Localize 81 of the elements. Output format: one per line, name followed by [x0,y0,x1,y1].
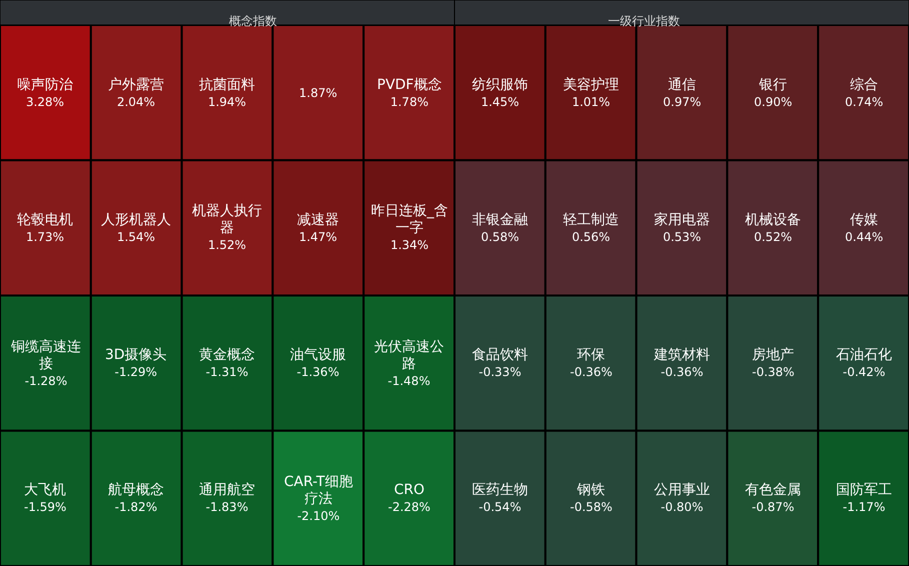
data-label: -1.83% [206,500,248,514]
category-label: 建筑材料 [653,347,710,363]
data-label: 1.52% [208,238,246,252]
data-label: -2.28% [388,500,430,514]
category-label: 航母概念 [108,482,164,498]
category-label: 传媒 [850,212,878,228]
category-label: 美容护理 [563,77,619,93]
category-label: 房地产 [752,347,794,363]
category-label: 有色金属 [745,482,801,498]
category-label: 机械设备 [745,212,801,228]
category-label: 医药生物 [472,482,528,498]
data-label: -0.36% [660,364,704,379]
category-label: 昨日连板_含一字 [371,203,448,236]
category-label: 通用航空 [199,482,255,498]
category-label: 轻工制造 [563,212,619,228]
data-label: -1.36% [296,364,340,379]
category-label: 大飞机 [24,482,66,498]
category-label: 钢铁 [576,482,606,498]
data-label: 1.45% [480,94,520,109]
data-label: 0.74% [845,94,884,109]
category-label: 3D摄像头 [105,347,167,363]
data-label: -0.33% [478,364,522,379]
data-label: -0.54% [478,500,522,514]
data-label: -1.31% [206,364,248,379]
category-label: CRO [394,482,424,498]
category-label: 食品饮料 [472,347,528,363]
category-label: 抗菌面料 [199,77,255,93]
data-label: 1.01% [572,94,610,109]
category-label: 油气设服 [290,347,346,363]
category-label: 噪声防治 [17,77,73,93]
data-label: 1.94% [208,94,246,109]
data-label: 0.58% [480,230,520,244]
category-label: 纺织服饰 [472,77,528,93]
category-label: CAR-T细胞疗法 [284,474,353,507]
data-label: 1.54% [116,230,156,244]
data-label: 0.44% [845,230,884,244]
data-label: 3.28% [26,94,64,109]
category-label: 户外露营 [108,77,164,93]
category-label: 人形机器人 [101,212,171,228]
category-label: 家用电器 [654,212,710,228]
text: 一级行业指数 [608,14,680,28]
data-label: -1.59% [24,500,66,514]
data-label: -0.38% [752,364,794,379]
category-label: 通信 [668,77,696,93]
data-label: -1.29% [114,364,158,379]
category-label: 黄金概念 [199,347,255,363]
data-label: -1.28% [24,374,68,388]
category-label: 石油石化 [836,347,892,363]
data-label: 0.53% [662,230,702,244]
data-label: 1.78% [390,94,428,109]
data-label: 0.97% [663,94,702,109]
data-label: 2.04% [116,94,156,109]
category-label: 公用事业 [654,482,710,498]
data-label: -0.58% [570,500,612,514]
category-label: PVDF概念 [377,77,442,93]
category-label: 国防军工 [836,482,892,498]
category-label: 机器人执行器 [192,203,262,236]
data-label: -0.36% [570,364,612,379]
text: 概念指数 [229,14,277,28]
category-label: 铜缆高速连接 [10,339,81,372]
category-label: 光伏高速公路 [374,339,444,372]
category-label: 银行 [758,77,788,93]
data-label: -0.80% [660,500,704,514]
category-label: 轮毂电机 [17,212,73,228]
data-label: -1.82% [114,500,158,514]
category-label: 综合 [850,77,878,93]
data-label: -1.17% [842,500,886,514]
category-label: 非银金融 [472,212,528,228]
data-label: 1.73% [26,230,64,244]
data-label: 1.47% [298,230,338,244]
data-label: 0.52% [754,230,792,244]
data-label: 1.87% [299,86,338,100]
data-label: -0.42% [842,364,886,379]
category-label: 减速器 [297,212,339,228]
data-label: -1.48% [388,374,430,388]
category-label: 环保 [577,347,606,363]
data-label: 1.34% [390,238,429,252]
data-label: 0.56% [572,230,610,244]
data-label: -0.87% [752,500,794,514]
data-label: -2.10% [297,508,340,523]
data-label: 0.90% [754,94,792,109]
